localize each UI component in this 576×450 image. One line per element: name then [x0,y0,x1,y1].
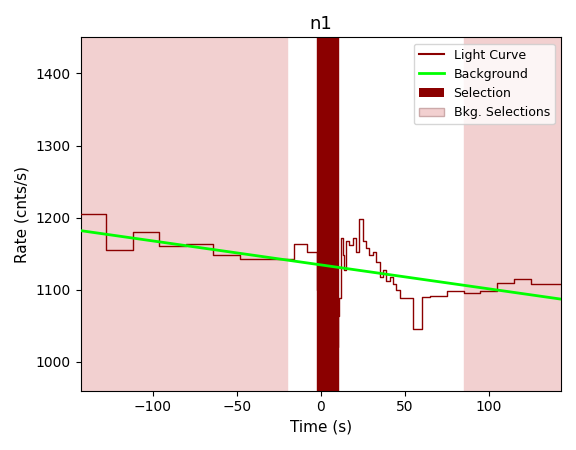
Y-axis label: Rate (cnts/s): Rate (cnts/s) [15,166,30,262]
Legend: Light Curve, Background, Selection, Bkg. Selections: Light Curve, Background, Selection, Bkg.… [414,44,555,124]
Bar [464,37,561,391]
Bar [317,37,338,391]
X-axis label: Time (s): Time (s) [290,420,352,435]
Title: n1: n1 [309,15,332,33]
Bar [81,37,287,391]
